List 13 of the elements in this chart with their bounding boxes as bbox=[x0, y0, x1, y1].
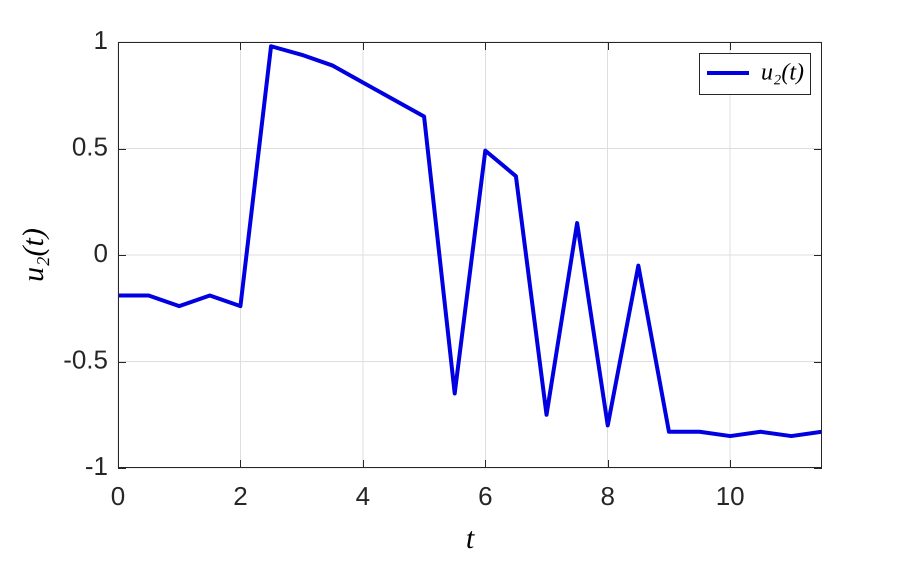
legend-label: u₂(t) bbox=[761, 59, 804, 86]
x-tick-label: 6 bbox=[478, 480, 493, 511]
x-tick-label: 4 bbox=[356, 480, 370, 511]
x-tick-label: 8 bbox=[600, 480, 615, 511]
x-tick-label: 10 bbox=[716, 480, 745, 511]
x-axis-title: t bbox=[466, 522, 475, 555]
y-tick-label: -0.5 bbox=[63, 344, 108, 375]
y-tick-label: 1 bbox=[94, 25, 108, 56]
y-axis-title: u₂(t) bbox=[16, 228, 50, 282]
y-tick-label: -1 bbox=[84, 451, 108, 482]
y-tick-label: 0 bbox=[94, 238, 108, 268]
y-tick-label: 0.5 bbox=[72, 132, 108, 162]
x-tick-label: 2 bbox=[233, 480, 248, 511]
